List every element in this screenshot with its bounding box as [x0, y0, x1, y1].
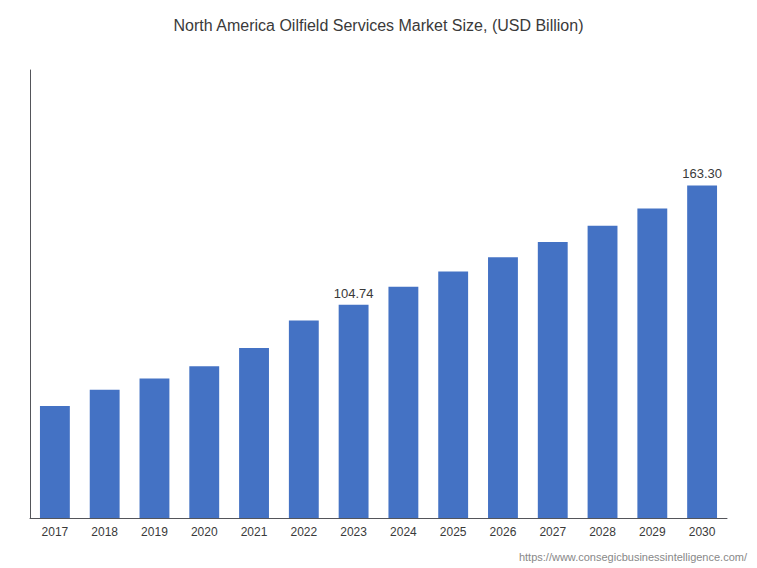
svg-text:2022: 2022: [290, 525, 317, 539]
svg-text:2020: 2020: [191, 525, 218, 539]
svg-text:2021: 2021: [241, 525, 268, 539]
svg-text:104.74: 104.74: [334, 286, 374, 301]
svg-text:2023: 2023: [340, 525, 367, 539]
svg-text:2029: 2029: [639, 525, 666, 539]
svg-text:163.30: 163.30: [682, 166, 722, 181]
svg-text:2019: 2019: [141, 525, 168, 539]
svg-text:https://www.consegicbusinessin: https://www.consegicbusinessintelligence…: [519, 551, 748, 563]
svg-text:2026: 2026: [490, 525, 517, 539]
svg-text:2024: 2024: [390, 525, 417, 539]
svg-text:2018: 2018: [91, 525, 118, 539]
svg-text:North America Oilfield Service: North America Oilfield Services Market S…: [174, 17, 584, 34]
svg-text:2017: 2017: [42, 525, 69, 539]
svg-text:2027: 2027: [539, 525, 566, 539]
svg-text:2025: 2025: [440, 525, 467, 539]
svg-text:2030: 2030: [689, 525, 716, 539]
svg-text:2028: 2028: [589, 525, 616, 539]
